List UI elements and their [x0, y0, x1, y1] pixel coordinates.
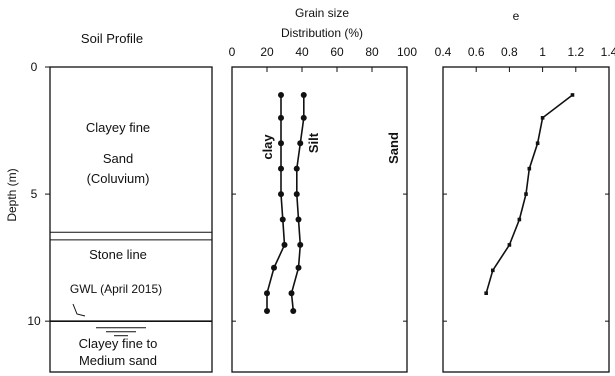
- soil-profile-panel: Soil Profile Depth (m) 0 5 10 Clayey fine S…: [5, 31, 213, 373]
- grain-point-1-7: [295, 264, 302, 271]
- gwl-label: GWL (April 2015): [70, 282, 162, 296]
- soil-layer-label-0-1: Sand: [103, 151, 133, 166]
- grain-x-tick-label-3: 60: [330, 45, 344, 59]
- depth-axis-label: Depth (m): [5, 168, 19, 221]
- void-ratio-y-ticks: [443, 66, 609, 322]
- grain-point-0-1: [278, 114, 284, 121]
- grain-title-line-2: Distribution (%): [281, 26, 363, 40]
- grain-point-0-9: [264, 308, 270, 314]
- e-x-tick-label-5: 1.4: [601, 45, 615, 59]
- e-series-line-0: [485, 94, 573, 294]
- gwl-marker: GWL (April 2015): [70, 282, 162, 337]
- grain-y-ticks: [232, 66, 407, 322]
- grain-point-1-2: [297, 140, 304, 147]
- soil-layer-boundaries: [50, 231, 212, 322]
- e-point-0-7: [491, 268, 495, 273]
- grain-point-1-1: [300, 114, 307, 121]
- soil-profile-title: Soil Profile: [81, 31, 143, 46]
- grain-series: clay Silt: [260, 91, 321, 314]
- grain-title-line-1: Grain size: [295, 6, 349, 20]
- depth-ticks: 0 5 10: [27, 60, 50, 328]
- e-point-0-0: [570, 93, 575, 97]
- grain-point-1-3: [293, 165, 300, 172]
- grain-point-1-0: [300, 91, 307, 98]
- e-x-tick-label-4: 1.2: [567, 45, 584, 59]
- grain-point-0-0: [278, 91, 284, 98]
- grain-series-line-0: [266, 95, 286, 311]
- grain-point-0-3: [278, 165, 284, 172]
- grain-point-1-9: [290, 308, 297, 314]
- grain-x-tick-label-2: 40: [295, 45, 309, 59]
- void-ratio-plot-frame: [442, 66, 610, 373]
- grain-x-ticks: 0 20 40 60 80 100: [229, 45, 417, 72]
- grain-x-tick-label-0: 0: [229, 45, 236, 59]
- depth-tick-label-2: 10: [27, 314, 41, 328]
- e-point-0-4: [524, 192, 528, 196]
- soil-layer-label-0-2: (Coluvium): [87, 171, 150, 186]
- e-x-tick-label-1: 0.6: [468, 45, 485, 59]
- grain-series-line-1: [290, 95, 305, 312]
- grain-x-tick-label-5: 100: [397, 45, 417, 59]
- void-ratio-panel: e 0.4 0.6 0.8 1 1.2 1.4: [435, 9, 615, 373]
- grain-point-0-8: [264, 290, 270, 297]
- grain-plot-frame: [231, 66, 408, 373]
- grain-point-0-5: [279, 216, 286, 223]
- e-point-0-2: [535, 141, 540, 146]
- soil-layer-label-0-0: Clayey fine: [86, 120, 150, 135]
- void-ratio-title: e: [513, 9, 520, 23]
- grain-point-0-6: [281, 241, 288, 248]
- grain-point-1-5: [295, 216, 302, 223]
- gwl-pointer: [72, 303, 86, 317]
- soil-profile-frame: [49, 66, 213, 373]
- grain-series-label-0: clay: [260, 134, 275, 160]
- e-point-0-8: [484, 291, 488, 296]
- sand-region-label: Sand: [386, 132, 401, 164]
- soil-layer-label-2-1: Medium sand: [79, 353, 157, 368]
- depth-tick-label-1: 5: [31, 187, 38, 201]
- soil-layer-labels: Clayey fine Sand (Coluvium) Stone line Claye…: [79, 120, 158, 368]
- e-point-0-6: [507, 243, 512, 247]
- grain-point-0-2: [278, 140, 284, 147]
- e-x-tick-label-2: 0.8: [501, 45, 518, 59]
- grain-x-tick-label-1: 20: [260, 45, 274, 59]
- soil-layer-label-1-0: Stone line: [89, 247, 147, 262]
- e-x-tick-label-0: 0.4: [435, 45, 452, 59]
- grain-x-tick-label-4: 80: [365, 45, 379, 59]
- grain-point-0-7: [271, 264, 277, 271]
- void-ratio-series: [484, 93, 575, 296]
- grain-point-1-8: [288, 290, 295, 297]
- depth-tick-label-0: 0: [31, 60, 38, 74]
- e-point-0-1: [540, 116, 545, 120]
- grain-point-1-6: [297, 241, 304, 248]
- grain-series-label-1: Silt: [306, 132, 321, 153]
- soil-layer-label-2-0: Clayey fine to: [79, 336, 158, 351]
- void-ratio-x-ticks: 0.4 0.6 0.8 1 1.2 1.4: [435, 45, 615, 72]
- e-point-0-3: [527, 166, 532, 171]
- grain-size-panel: Grain size Distribution (%) 0 20 40 60 80 100…: [229, 6, 417, 373]
- grain-point-0-4: [278, 191, 284, 198]
- grain-point-1-4: [293, 191, 300, 198]
- e-x-tick-label-3: 1: [539, 45, 546, 59]
- e-point-0-5: [517, 217, 522, 222]
